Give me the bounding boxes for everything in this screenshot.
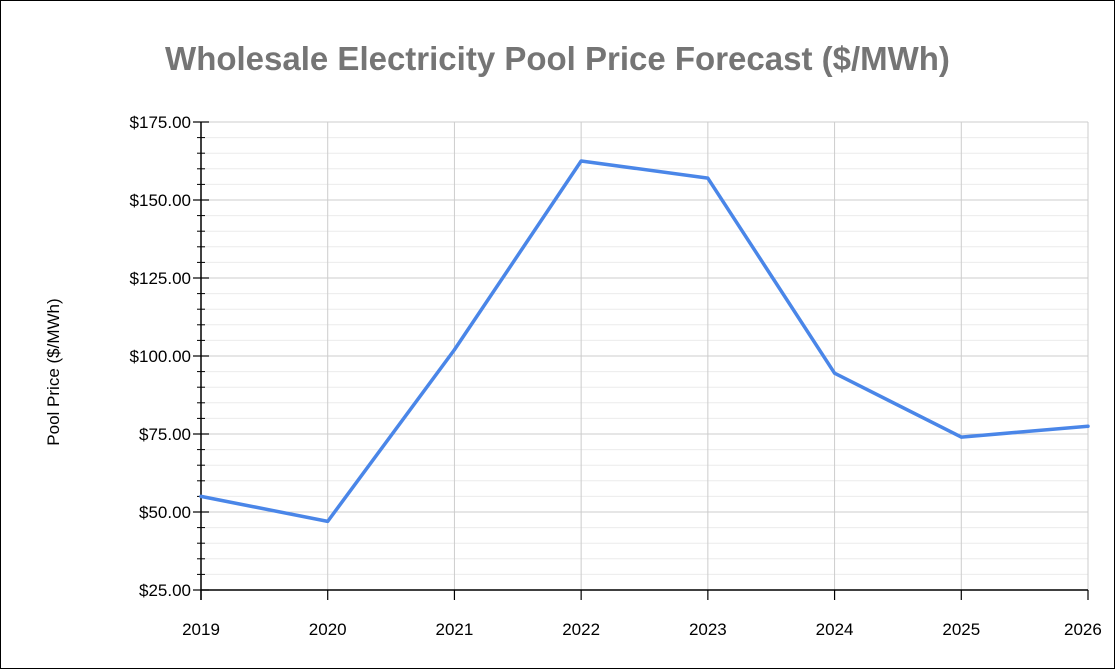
x-tick-label: 2026 bbox=[1064, 620, 1102, 639]
y-tick-label: $25.00 bbox=[139, 581, 191, 600]
y-tick-label: $175.00 bbox=[130, 113, 191, 132]
y-tick-label: $150.00 bbox=[130, 191, 191, 210]
y-tick-label: $75.00 bbox=[139, 425, 191, 444]
data-point bbox=[199, 494, 203, 498]
chart-title: Wholesale Electricity Pool Price Forecas… bbox=[165, 40, 950, 77]
y-tick-label: $125.00 bbox=[130, 269, 191, 288]
axis-ticks bbox=[193, 121, 1089, 600]
data-point bbox=[959, 435, 963, 439]
data-point bbox=[706, 176, 710, 180]
x-tick-label: 2022 bbox=[562, 620, 600, 639]
data-point bbox=[833, 371, 837, 375]
x-tick-label: 2019 bbox=[182, 620, 220, 639]
data-point bbox=[452, 348, 456, 352]
data-point bbox=[1086, 424, 1090, 428]
series-line bbox=[199, 159, 1090, 524]
x-tick-label: 2021 bbox=[436, 620, 474, 639]
y-tick-label: $100.00 bbox=[130, 347, 191, 366]
data-point bbox=[579, 159, 583, 163]
data-point bbox=[326, 519, 330, 523]
x-tick-label: 2025 bbox=[942, 620, 980, 639]
series-group bbox=[199, 159, 1090, 524]
tick-labels: $25.00 $50.00 $75.00 $100.00 $125.00 $150.00 $… bbox=[130, 113, 1102, 639]
x-tick-label: 2020 bbox=[309, 620, 347, 639]
x-tick-label: 2023 bbox=[689, 620, 727, 639]
major-gridlines bbox=[200, 121, 1089, 591]
axes bbox=[200, 122, 1088, 600]
y-tick-label: $50.00 bbox=[139, 503, 191, 522]
x-tick-label: 2024 bbox=[816, 620, 854, 639]
